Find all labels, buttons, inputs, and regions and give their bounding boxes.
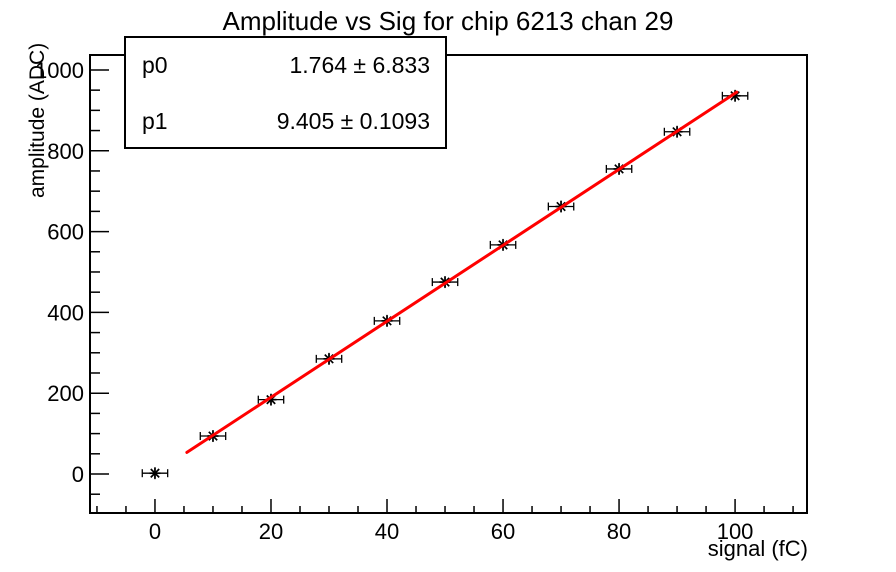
fit-stats-box: p0 1.764 ± 6.833 p1 9.405 ± 0.1093 [124, 36, 447, 149]
y-tick-label: 1000 [35, 58, 84, 83]
stats-row-p0: p0 1.764 ± 6.833 [142, 50, 430, 80]
stats-param-name: p1 [142, 107, 168, 134]
y-tick-label: 400 [47, 300, 84, 325]
y-tick-label: 600 [47, 220, 84, 245]
x-tick-label: 0 [149, 519, 161, 544]
stats-param-value: 9.405 ± 0.1093 [276, 107, 430, 134]
marker-asterisk [150, 468, 160, 479]
chart-title: Amplitude vs Sig for chip 6213 chan 29 [222, 6, 674, 36]
x-tick-label: 40 [375, 519, 399, 544]
fit-line [185, 90, 739, 454]
y-tick-label: 0 [72, 462, 84, 487]
x-tick-label: 20 [259, 519, 283, 544]
x-tick-label: 60 [491, 519, 515, 544]
y-tick-label: 200 [47, 381, 84, 406]
y-axis-title: amplitude (ADC) [26, 42, 49, 198]
x-tick-label: 80 [607, 519, 631, 544]
y-tick-label: 800 [47, 139, 84, 164]
x-tick-label: 100 [717, 519, 754, 544]
stats-row-p1: p1 9.405 ± 0.1093 [142, 106, 430, 136]
plot-frame [89, 54, 808, 514]
stats-param-value: 1.764 ± 6.833 [289, 51, 430, 78]
stats-param-name: p0 [142, 51, 168, 78]
data-point [141, 467, 169, 480]
x-axis-title: signal (fC) [707, 536, 808, 561]
